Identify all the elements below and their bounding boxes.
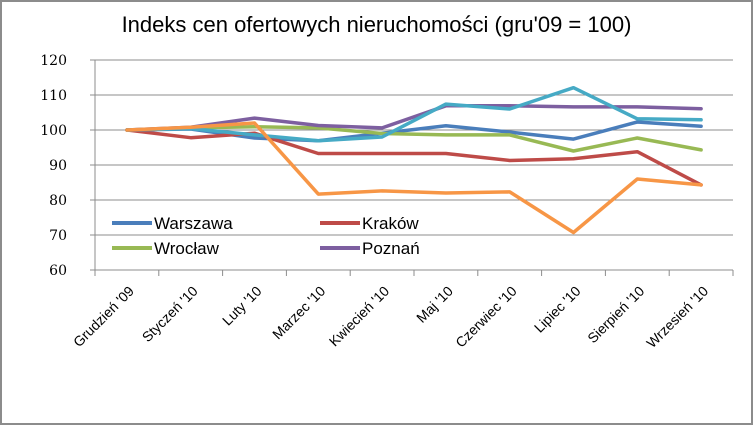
- y-tick-label: 70: [49, 228, 67, 244]
- x-axis: Grudzień '09 Styczeń '10 Luty '10 Marzec '1…: [70, 60, 734, 351]
- x-tick-label: Marzec '10: [269, 283, 329, 343]
- series-line-unnamed-5: [125, 121, 703, 235]
- gridlines: [90, 59, 733, 271]
- series-line-unnamed-4: [125, 85, 703, 143]
- legend-label: Poznań: [362, 239, 420, 258]
- series-line-wrocław: [125, 125, 703, 153]
- y-axis: 60 70 80 90 100 110 120: [40, 53, 67, 279]
- x-tick-label: Kwiecień '10: [326, 283, 393, 350]
- y-tick-label: 100: [40, 123, 67, 139]
- x-tick-label: Styczeń '10: [139, 283, 201, 345]
- x-tick-label: Lipiec '10: [531, 283, 584, 336]
- series-line-kraków: [125, 128, 703, 187]
- legend-label: Kraków: [362, 214, 419, 233]
- x-tick-label: Wrzesień '10: [643, 283, 711, 351]
- chart-title: Indeks cen ofertowych nieruchomości (gru…: [121, 12, 632, 37]
- y-tick-label: 110: [40, 88, 67, 104]
- x-tick-label: Luty '10: [219, 283, 265, 329]
- x-tick-label: Grudzień '09: [70, 283, 137, 350]
- series-lines: [125, 85, 703, 235]
- y-tick-label: 80: [49, 193, 67, 209]
- y-tick-label: 60: [49, 263, 67, 279]
- x-tick-label: Czerwiec '10: [452, 283, 520, 351]
- legend: Warszawa Kraków Wrocław Poznań: [112, 214, 420, 258]
- y-tick-label: 120: [40, 53, 67, 69]
- x-tick-label: Sierpień '10: [584, 283, 647, 346]
- legend-label: Wrocław: [154, 239, 220, 258]
- legend-label: Warszawa: [154, 214, 233, 233]
- x-tick-label: Maj '10: [413, 283, 456, 326]
- y-tick-label: 90: [49, 158, 67, 174]
- series-line-poznań: [125, 104, 703, 132]
